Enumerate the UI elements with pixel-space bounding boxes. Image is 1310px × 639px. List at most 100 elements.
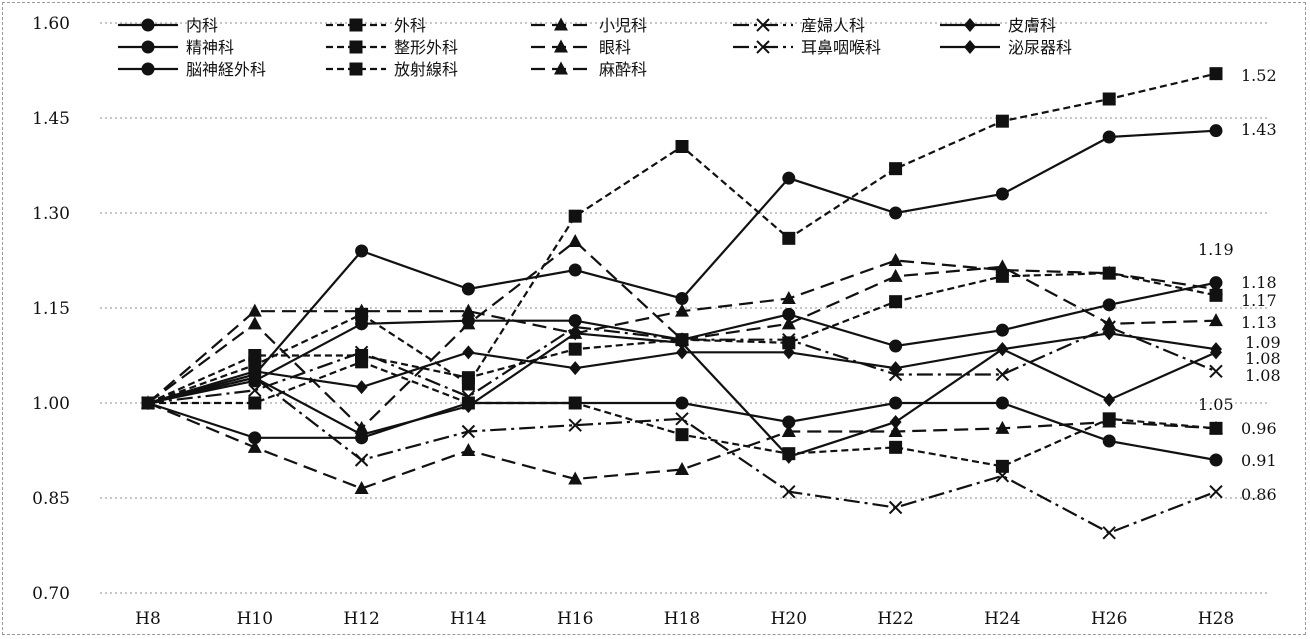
legend-label: 精神科 [186, 38, 234, 57]
legend-marker [349, 18, 363, 32]
series-13 [141, 234, 1223, 434]
series-3 [141, 395, 1223, 494]
data-point [568, 418, 582, 432]
data-point [568, 234, 583, 247]
value-label: 1.08 [1245, 349, 1281, 368]
data-point [354, 345, 369, 360]
series-line [147, 325, 1217, 405]
legend-entry: 精神科 [118, 38, 234, 57]
x-tick-label: H16 [557, 609, 593, 629]
x-tick-label: H18 [664, 609, 700, 629]
data-point [1102, 130, 1116, 144]
data-point [461, 303, 476, 317]
value-label: 1.19 [1198, 240, 1234, 259]
data-point [462, 345, 475, 360]
data-point [1209, 364, 1223, 379]
legend-label: 外科 [394, 16, 426, 35]
data-point [888, 424, 903, 437]
data-point [1209, 484, 1223, 499]
data-point [355, 380, 368, 395]
data-point [781, 291, 796, 304]
series-line [147, 240, 1217, 430]
legend-marker [554, 61, 568, 75]
legend-label: 産婦人科 [801, 16, 865, 35]
data-point [1102, 316, 1117, 330]
data-point [675, 462, 689, 475]
data-point [889, 415, 902, 429]
data-point [1103, 392, 1116, 407]
legend-entry: 小児科 [531, 16, 647, 35]
data-point [461, 282, 475, 296]
data-point [355, 307, 369, 321]
value-label: 1.52 [1241, 66, 1277, 85]
data-point [781, 424, 796, 437]
data-point [888, 253, 903, 266]
legend-label: 小児科 [599, 16, 647, 35]
x-tick-label: H28 [1198, 609, 1234, 629]
y-tick-label: 1.30 [32, 204, 70, 224]
series-lines [141, 67, 1223, 540]
data-point [354, 481, 369, 494]
end-value-labels: 1.521.431.191.181.171.131.091.081.081.05… [1198, 66, 1281, 504]
x-tick-label: H26 [1091, 609, 1127, 629]
x-tick-label: H10 [237, 609, 273, 629]
data-point [354, 420, 369, 434]
data-point [782, 171, 796, 185]
data-point [1102, 265, 1117, 279]
data-point [995, 323, 1009, 337]
legend-entry: 産婦人科 [733, 16, 865, 35]
legend-entry: 眼科 [531, 38, 631, 57]
data-point [995, 187, 1009, 201]
data-point [995, 367, 1010, 382]
series-line [147, 376, 1217, 535]
data-point [782, 484, 796, 499]
series-line [148, 360, 1217, 468]
data-point [889, 295, 903, 309]
data-point [248, 383, 262, 398]
data-point [675, 140, 689, 153]
legend-label: 泌尿器科 [1008, 38, 1072, 57]
data-point [995, 420, 1010, 434]
legend-label: 脳神経外科 [186, 60, 266, 79]
data-point [141, 395, 155, 409]
legend-label: 整形外科 [394, 38, 458, 57]
data-point [889, 440, 903, 454]
legend-label: 麻酔科 [599, 60, 647, 79]
data-point [1210, 345, 1222, 360]
legend-entry: 内科 [118, 16, 218, 35]
data-point [569, 326, 582, 341]
legend-entry: 皮膚科 [940, 16, 1056, 35]
legend-label: 内科 [186, 16, 218, 35]
data-point [1209, 453, 1223, 467]
y-tick-label: 1.15 [32, 299, 70, 319]
legend-label: 耳鼻咽喉科 [801, 38, 881, 57]
data-point [569, 361, 582, 376]
value-label: 1.13 [1241, 313, 1277, 332]
data-point [247, 316, 262, 330]
legend-label: 皮膚科 [1008, 16, 1056, 35]
legend-entry: 耳鼻咽喉科 [733, 38, 881, 57]
data-point [568, 209, 582, 223]
data-point [782, 332, 796, 347]
value-label: 1.18 [1241, 273, 1277, 292]
legend-marker [349, 62, 363, 76]
legend-marker [349, 40, 363, 54]
data-point [996, 342, 1009, 357]
x-tick-label: H14 [450, 609, 486, 629]
data-point [1102, 298, 1116, 312]
data-point [675, 396, 689, 410]
data-point [1209, 420, 1223, 434]
data-point [248, 431, 262, 445]
data-point [675, 428, 689, 442]
legend-entry: 外科 [326, 16, 426, 35]
data-point [355, 349, 369, 362]
value-label: 1.17 [1241, 291, 1277, 310]
series-line [147, 401, 1217, 490]
data-point [1209, 67, 1223, 81]
y-axis-ticks: 0.70 0.85 1.00 1.15 1.30 1.45 1.60 [32, 14, 70, 604]
x-tick-label: H24 [984, 609, 1020, 629]
x-tick-label: H8 [135, 609, 161, 629]
series-10 [142, 326, 1222, 464]
